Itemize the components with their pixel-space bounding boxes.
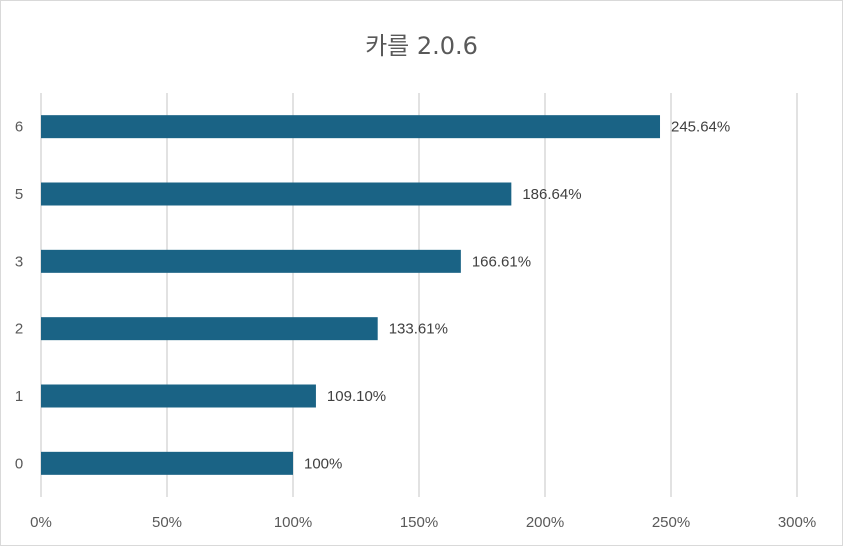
y-tick-label: 6 (15, 119, 23, 136)
y-tick-label: 2 (15, 321, 23, 338)
x-tick-label: 200% (526, 514, 564, 531)
data-label: 186.64% (522, 186, 581, 203)
x-tick-label: 50% (152, 514, 182, 531)
bar (41, 249, 461, 273)
y-tick-label: 0 (15, 455, 23, 472)
data-label: 133.61% (389, 321, 448, 338)
data-label: 109.10% (327, 388, 386, 405)
data-label: 245.64% (671, 119, 730, 136)
bar (41, 115, 661, 139)
bar (41, 182, 512, 206)
chart-title: 카를 2.0.6 (365, 32, 478, 60)
bar (41, 317, 378, 341)
y-tick-label: 1 (15, 388, 23, 405)
y-tick-label: 3 (15, 253, 23, 270)
data-label: 166.61% (472, 253, 531, 270)
x-tick-label: 250% (652, 514, 690, 531)
x-tick-label: 300% (778, 514, 816, 531)
x-tick-label: 150% (400, 514, 438, 531)
bar (41, 384, 316, 408)
x-tick-label: 100% (274, 514, 312, 531)
data-label: 100% (304, 455, 342, 472)
y-tick-label: 5 (15, 186, 23, 203)
bar (41, 451, 293, 475)
x-tick-label: 0% (30, 514, 52, 531)
